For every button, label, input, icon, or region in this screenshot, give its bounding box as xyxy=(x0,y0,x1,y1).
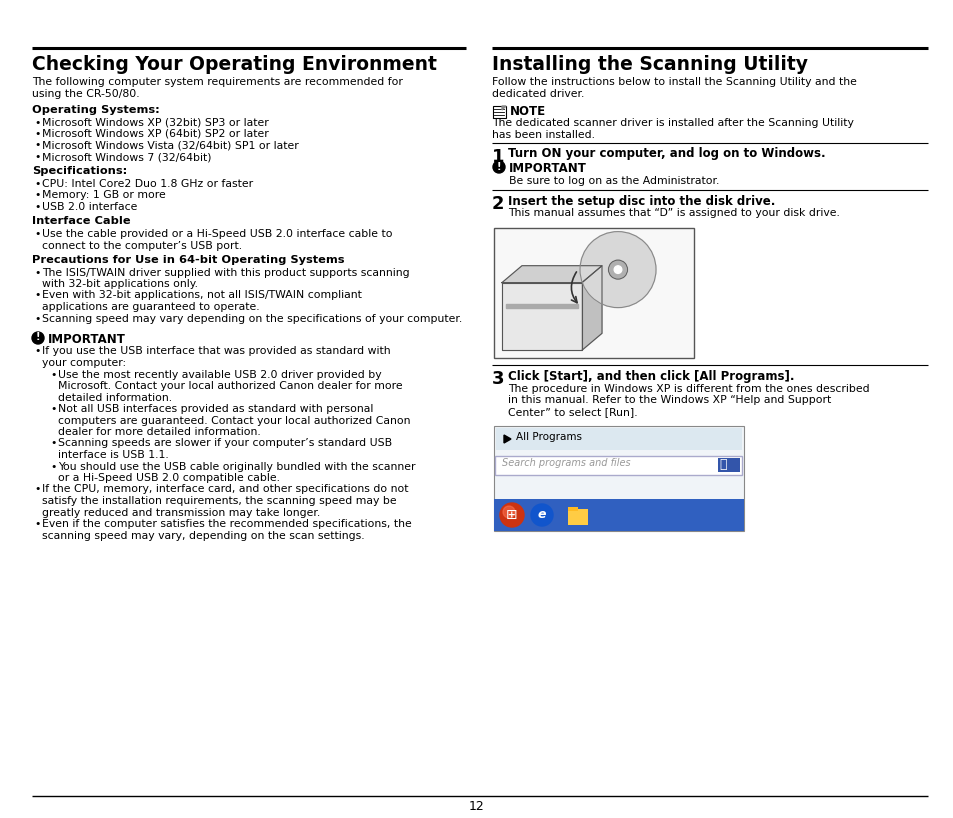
Text: Memory: 1 GB or more: Memory: 1 GB or more xyxy=(42,191,166,200)
Text: Scanning speeds are slower if your computer’s standard USB
interface is USB 1.1.: Scanning speeds are slower if your compu… xyxy=(58,438,392,460)
Text: •: • xyxy=(34,229,40,239)
Text: Follow the instructions below to install the Scanning Utility and the
dedicated : Follow the instructions below to install… xyxy=(492,77,856,99)
Circle shape xyxy=(499,503,523,527)
Text: This manual assumes that “D” is assigned to your disk drive.: This manual assumes that “D” is assigned… xyxy=(507,209,839,218)
Text: •: • xyxy=(34,347,40,357)
Text: 1: 1 xyxy=(492,147,504,165)
Text: 3: 3 xyxy=(492,370,504,388)
Text: Not all USB interfaces provided as standard with personal
computers are guarante: Not all USB interfaces provided as stand… xyxy=(58,404,410,437)
Circle shape xyxy=(608,260,627,279)
Text: Microsoft Windows XP (64bit) SP2 or later: Microsoft Windows XP (64bit) SP2 or late… xyxy=(42,129,269,139)
Text: Use the cable provided or a Hi-Speed USB 2.0 interface cable to
connect to the c: Use the cable provided or a Hi-Speed USB… xyxy=(42,229,392,250)
Text: Interface Cable: Interface Cable xyxy=(32,217,131,227)
Polygon shape xyxy=(501,106,505,110)
Text: Microsoft Windows XP (32bit) SP3 or later: Microsoft Windows XP (32bit) SP3 or late… xyxy=(42,118,269,128)
Text: •: • xyxy=(34,118,40,128)
FancyBboxPatch shape xyxy=(718,458,740,472)
Text: !: ! xyxy=(497,161,500,172)
Text: The procedure in Windows XP is different from the ones described
in this manual.: The procedure in Windows XP is different… xyxy=(507,384,869,416)
Text: Insert the setup disc into the disk drive.: Insert the setup disc into the disk driv… xyxy=(507,195,775,208)
Text: •: • xyxy=(34,152,40,162)
Polygon shape xyxy=(581,266,601,350)
Text: The dedicated scanner driver is installed after the Scanning Utility
has been in: The dedicated scanner driver is installe… xyxy=(492,119,853,140)
Text: IMPORTANT: IMPORTANT xyxy=(48,333,126,346)
Circle shape xyxy=(579,231,656,308)
Circle shape xyxy=(531,504,553,526)
Text: USB 2.0 interface: USB 2.0 interface xyxy=(42,202,137,212)
Text: •: • xyxy=(34,267,40,277)
Text: •: • xyxy=(34,484,40,495)
Text: ⌕: ⌕ xyxy=(719,458,726,471)
Text: Microsoft Windows Vista (32/64bit) SP1 or later: Microsoft Windows Vista (32/64bit) SP1 o… xyxy=(42,141,298,151)
Text: Installing the Scanning Utility: Installing the Scanning Utility xyxy=(492,55,807,74)
Circle shape xyxy=(493,161,504,173)
Text: The following computer system requirements are recommended for
using the CR-50/8: The following computer system requiremen… xyxy=(32,77,402,99)
Text: Scanning speed may vary depending on the specifications of your computer.: Scanning speed may vary depending on the… xyxy=(42,313,462,323)
Text: CPU: Intel Core2 Duo 1.8 GHz or faster: CPU: Intel Core2 Duo 1.8 GHz or faster xyxy=(42,179,253,189)
Text: Specifications:: Specifications: xyxy=(32,167,127,177)
Text: ⊞: ⊞ xyxy=(506,508,517,522)
Circle shape xyxy=(32,332,44,344)
Text: e: e xyxy=(537,509,546,522)
Text: If the CPU, memory, interface card, and other specifications do not
satisfy the : If the CPU, memory, interface card, and … xyxy=(42,484,408,518)
Text: •: • xyxy=(34,191,40,200)
Text: •: • xyxy=(50,370,56,380)
Text: Search programs and files: Search programs and files xyxy=(501,458,630,468)
Polygon shape xyxy=(503,435,511,443)
Text: NOTE: NOTE xyxy=(510,105,545,118)
Text: Be sure to log on as the Administrator.: Be sure to log on as the Administrator. xyxy=(509,176,719,186)
Text: •: • xyxy=(50,438,56,448)
Circle shape xyxy=(502,506,515,518)
Text: Precautions for Use in 64-bit Operating Systems: Precautions for Use in 64-bit Operating … xyxy=(32,255,344,265)
Text: •: • xyxy=(34,179,40,189)
Polygon shape xyxy=(505,304,578,308)
Text: You should use the USB cable originally bundled with the scanner
or a Hi-Speed U: You should use the USB cable originally … xyxy=(58,461,416,483)
Text: Even if the computer satisfies the recommended specifications, the
scanning spee: Even if the computer satisfies the recom… xyxy=(42,519,412,541)
Text: The ISIS/TWAIN driver supplied with this product supports scanning
with 32-bit a: The ISIS/TWAIN driver supplied with this… xyxy=(42,267,409,289)
Text: !: ! xyxy=(35,332,40,343)
Text: Even with 32-bit applications, not all ISIS/TWAIN compliant
applications are gua: Even with 32-bit applications, not all I… xyxy=(42,290,361,312)
FancyBboxPatch shape xyxy=(494,426,743,531)
Polygon shape xyxy=(501,282,581,350)
Text: Turn ON your computer, and log on to Windows.: Turn ON your computer, and log on to Win… xyxy=(507,147,824,160)
Text: •: • xyxy=(50,461,56,471)
Text: •: • xyxy=(34,313,40,323)
FancyBboxPatch shape xyxy=(496,428,741,450)
Text: Use the most recently available USB 2.0 driver provided by
Microsoft. Contact yo: Use the most recently available USB 2.0 … xyxy=(58,370,402,402)
Text: •: • xyxy=(34,141,40,151)
Text: Microsoft Windows 7 (32/64bit): Microsoft Windows 7 (32/64bit) xyxy=(42,152,212,162)
Text: Operating Systems:: Operating Systems: xyxy=(32,105,159,115)
Text: •: • xyxy=(34,129,40,139)
FancyBboxPatch shape xyxy=(567,509,587,525)
FancyBboxPatch shape xyxy=(493,106,505,118)
FancyBboxPatch shape xyxy=(495,456,741,474)
Text: •: • xyxy=(50,404,56,414)
FancyBboxPatch shape xyxy=(494,499,743,531)
Text: •: • xyxy=(34,202,40,212)
Text: Click [Start], and then click [All Programs].: Click [Start], and then click [All Progr… xyxy=(507,370,794,383)
Text: Checking Your Operating Environment: Checking Your Operating Environment xyxy=(32,55,436,74)
Text: If you use the USB interface that was provided as standard with
your computer:: If you use the USB interface that was pr… xyxy=(42,347,390,368)
Text: •: • xyxy=(34,519,40,529)
Text: IMPORTANT: IMPORTANT xyxy=(509,162,586,175)
Text: 2: 2 xyxy=(492,195,504,213)
FancyBboxPatch shape xyxy=(567,507,578,511)
Text: All Programs: All Programs xyxy=(516,432,581,442)
Circle shape xyxy=(614,266,621,273)
Text: •: • xyxy=(34,290,40,300)
Polygon shape xyxy=(501,266,601,282)
FancyBboxPatch shape xyxy=(494,228,693,358)
Text: 12: 12 xyxy=(469,800,484,813)
